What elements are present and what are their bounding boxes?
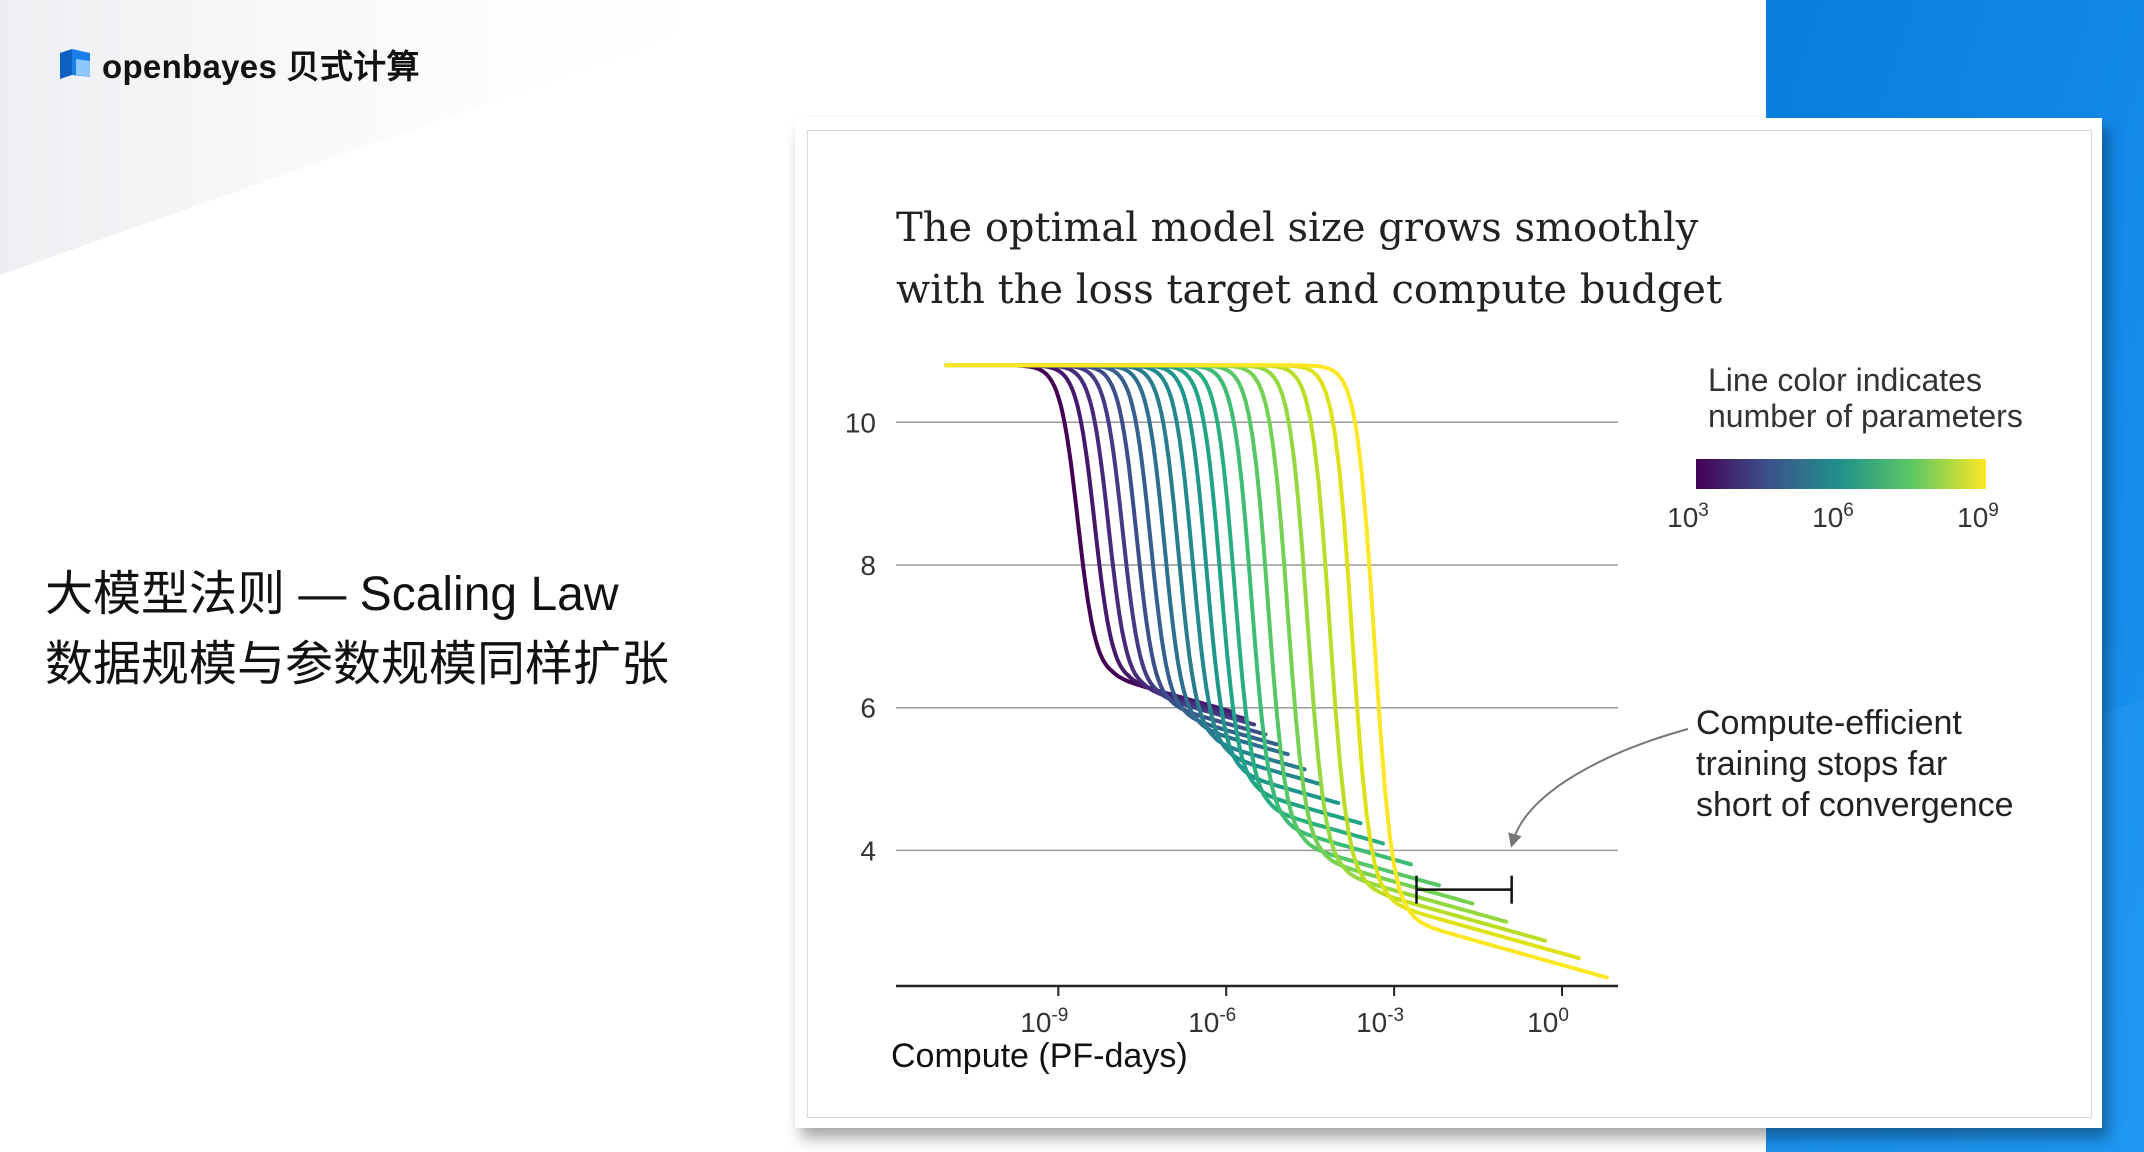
x-tick-label: 100 bbox=[1527, 1005, 1569, 1038]
grey-wedge-shape bbox=[0, 0, 780, 275]
scaling-law-chart: The optimal model size grows smoothly wi… bbox=[845, 205, 2023, 1075]
headline-line-2: 数据规模与参数规模同样扩张 bbox=[45, 638, 670, 691]
colorbar-gradient bbox=[1696, 459, 1986, 489]
figure-card: The optimal model size grows smoothly wi… bbox=[795, 118, 2102, 1128]
y-tick-label: 10 bbox=[845, 407, 876, 438]
annotation-line-2: training stops far bbox=[1696, 745, 1947, 783]
colorbar-title-line-1: Line color indicates bbox=[1708, 362, 1982, 398]
series-line bbox=[944, 363, 1257, 727]
series-line bbox=[944, 363, 1581, 961]
x-tick-label: 10-9 bbox=[1020, 1005, 1068, 1038]
y-tick-label: 8 bbox=[860, 550, 876, 581]
y-tick-label: 4 bbox=[860, 835, 876, 866]
y-tick-label: 6 bbox=[860, 693, 876, 724]
chart-title-line-1: The optimal model size grows smoothly bbox=[896, 205, 1699, 251]
colorbar-title-line-2: number of parameters bbox=[1708, 398, 2023, 434]
slide-headline: 大模型法则 — Scaling Law 数据规模与参数规模同样扩张 bbox=[45, 560, 669, 700]
colorbar-tick-label: 103 bbox=[1667, 500, 1709, 533]
figure-frame: The optimal model size grows smoothly wi… bbox=[807, 130, 2092, 1118]
x-tick-label: 10-6 bbox=[1188, 1005, 1236, 1038]
series-line bbox=[944, 363, 1609, 980]
brand-name: openbayes 贝式计算 bbox=[102, 48, 420, 85]
x-tick-label: 10-3 bbox=[1356, 1005, 1404, 1038]
openbayes-logo-icon bbox=[60, 49, 90, 79]
colorbar-tick-label: 106 bbox=[1812, 500, 1854, 533]
annotation-arrow bbox=[1508, 728, 1689, 848]
series-line bbox=[944, 363, 1548, 943]
brand-logo: openbayes 贝式计算 bbox=[58, 40, 420, 88]
colorbar-tick-label: 109 bbox=[1957, 500, 1999, 533]
annotation-line-3: short of convergence bbox=[1696, 786, 2014, 824]
annotation-line-1: Compute-efficient bbox=[1696, 704, 1962, 742]
x-axis-label: Compute (PF-days) bbox=[891, 1037, 1188, 1075]
chart-title-line-2: with the loss target and compute budget bbox=[896, 267, 1722, 313]
series-line bbox=[944, 363, 1290, 757]
headline-line-1: 大模型法则 — Scaling Law bbox=[45, 568, 619, 621]
